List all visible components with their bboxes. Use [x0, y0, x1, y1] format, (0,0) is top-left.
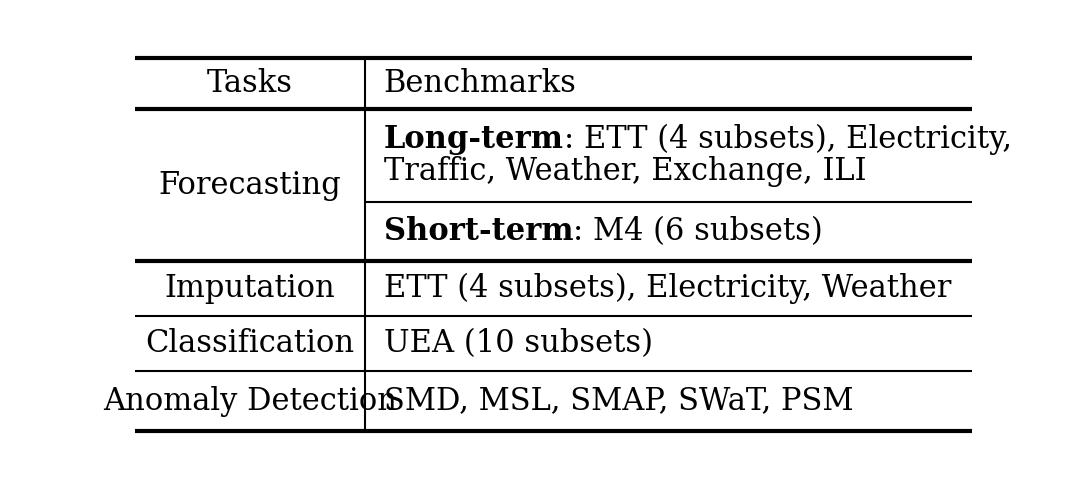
Text: Forecasting: Forecasting — [159, 169, 341, 201]
Text: Benchmarks: Benchmarks — [383, 68, 577, 99]
Text: UEA (10 subsets): UEA (10 subsets) — [383, 329, 652, 360]
Text: Traffic, Weather, Exchange, ILI: Traffic, Weather, Exchange, ILI — [383, 156, 866, 187]
Text: SMD, MSL, SMAP, SWaT, PSM: SMD, MSL, SMAP, SWaT, PSM — [383, 386, 853, 417]
Text: Anomaly Detection: Anomaly Detection — [103, 386, 397, 417]
Text: Imputation: Imputation — [165, 273, 336, 304]
Text: Tasks: Tasks — [207, 68, 293, 99]
Text: Classification: Classification — [146, 329, 354, 360]
Text: ETT (4 subsets), Electricity, Weather: ETT (4 subsets), Electricity, Weather — [383, 273, 951, 304]
Text: Long-term: Long-term — [383, 123, 564, 154]
Text: : ETT (4 subsets), Electricity,: : ETT (4 subsets), Electricity, — [564, 123, 1012, 154]
Text: : M4 (6 subsets): : M4 (6 subsets) — [573, 216, 823, 247]
Text: Short-term: Short-term — [383, 216, 573, 247]
